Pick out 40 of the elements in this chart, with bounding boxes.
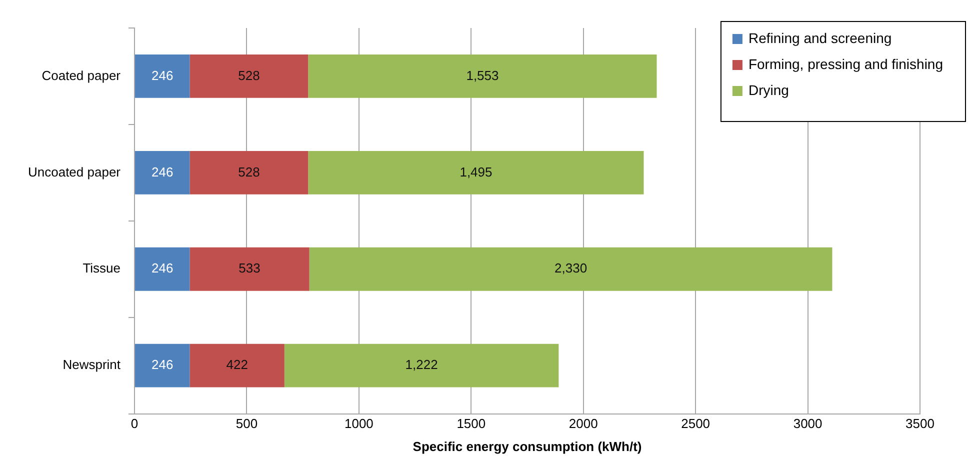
bar — [308, 54, 657, 98]
data-label: 1,222 — [405, 357, 438, 372]
bar — [135, 150, 190, 194]
x-tick-label: 3500 — [906, 416, 934, 432]
bar — [190, 247, 310, 291]
data-label: 246 — [152, 164, 174, 180]
x-tick-label: 2000 — [568, 416, 598, 432]
bar — [284, 344, 559, 388]
data-label: 246 — [152, 68, 174, 83]
bar — [308, 150, 644, 194]
data-label: 528 — [238, 164, 260, 180]
bar — [309, 247, 832, 291]
bar — [190, 344, 284, 388]
data-label: 533 — [238, 260, 260, 276]
x-tick-label: 0 — [130, 416, 138, 432]
x-tick-label: 2500 — [681, 416, 710, 432]
x-tick-label: 1500 — [456, 416, 486, 432]
legend-label: Forming, pressing and finishing — [748, 56, 944, 72]
y-tick-label: Uncoated paper — [28, 164, 122, 180]
x-tick-label: 500 — [236, 416, 258, 432]
legend-label: Drying — [748, 82, 789, 98]
data-label: 2,330 — [554, 260, 588, 276]
x-tick-label: 1000 — [344, 416, 374, 432]
data-label: 246 — [152, 357, 174, 372]
y-tick-label: Coated paper — [42, 68, 122, 83]
bar — [135, 54, 190, 98]
y-tick-label: Newsprint — [62, 357, 121, 372]
data-label: 1,495 — [460, 164, 492, 180]
legend-label: Refining and screening — [748, 30, 892, 46]
data-label: 422 — [226, 357, 248, 372]
data-label: 1,553 — [466, 68, 499, 83]
y-tick-label: Tissue — [82, 260, 121, 276]
bar — [190, 150, 308, 194]
bar — [190, 54, 308, 98]
data-label: 528 — [238, 68, 260, 83]
bar — [135, 247, 190, 291]
x-axis-title: Specific energy consumption (kWh/t) — [412, 438, 642, 454]
data-label: 246 — [152, 260, 174, 276]
bar — [135, 344, 190, 388]
x-tick-label: 3000 — [793, 416, 822, 432]
